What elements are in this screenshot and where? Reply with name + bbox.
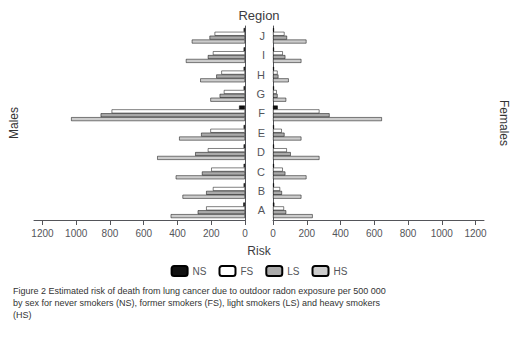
svg-text:(HS): (HS) (13, 310, 32, 320)
svg-text:NS: NS (193, 266, 207, 277)
svg-text:600: 600 (135, 228, 152, 239)
svg-text:Figure 2 Estimated risk of dea: Figure 2 Estimated risk of death from lu… (13, 286, 386, 296)
svg-text:D: D (257, 146, 265, 158)
svg-text:400: 400 (169, 228, 186, 239)
svg-text:800: 800 (102, 228, 119, 239)
svg-text:by sex for never smokers (NS),: by sex for never smokers (NS), former sm… (13, 298, 381, 308)
svg-text:Region: Region (238, 8, 279, 23)
svg-text:I: I (262, 49, 265, 61)
svg-text:0: 0 (242, 228, 248, 239)
svg-text:600: 600 (366, 228, 383, 239)
svg-text:200: 200 (203, 228, 220, 239)
svg-text:200: 200 (298, 228, 315, 239)
svg-text:1200: 1200 (31, 228, 54, 239)
svg-text:E: E (258, 127, 265, 139)
svg-text:FS: FS (240, 266, 253, 277)
svg-text:Females: Females (497, 100, 511, 146)
svg-text:1200: 1200 (464, 228, 487, 239)
svg-text:C: C (257, 166, 265, 178)
svg-text:LS: LS (287, 266, 300, 277)
svg-text:HS: HS (334, 266, 348, 277)
svg-text:0: 0 (270, 228, 276, 239)
svg-text:Males: Males (7, 107, 21, 139)
svg-text:1000: 1000 (65, 228, 88, 239)
svg-text:1000: 1000 (431, 228, 454, 239)
svg-text:A: A (258, 204, 266, 216)
svg-text:Risk: Risk (247, 244, 271, 258)
svg-text:B: B (258, 185, 265, 197)
svg-text:F: F (258, 107, 265, 119)
svg-text:H: H (257, 69, 265, 81)
svg-text:J: J (260, 30, 266, 42)
svg-text:400: 400 (332, 228, 349, 239)
svg-text:G: G (256, 88, 265, 100)
svg-text:800: 800 (400, 228, 417, 239)
